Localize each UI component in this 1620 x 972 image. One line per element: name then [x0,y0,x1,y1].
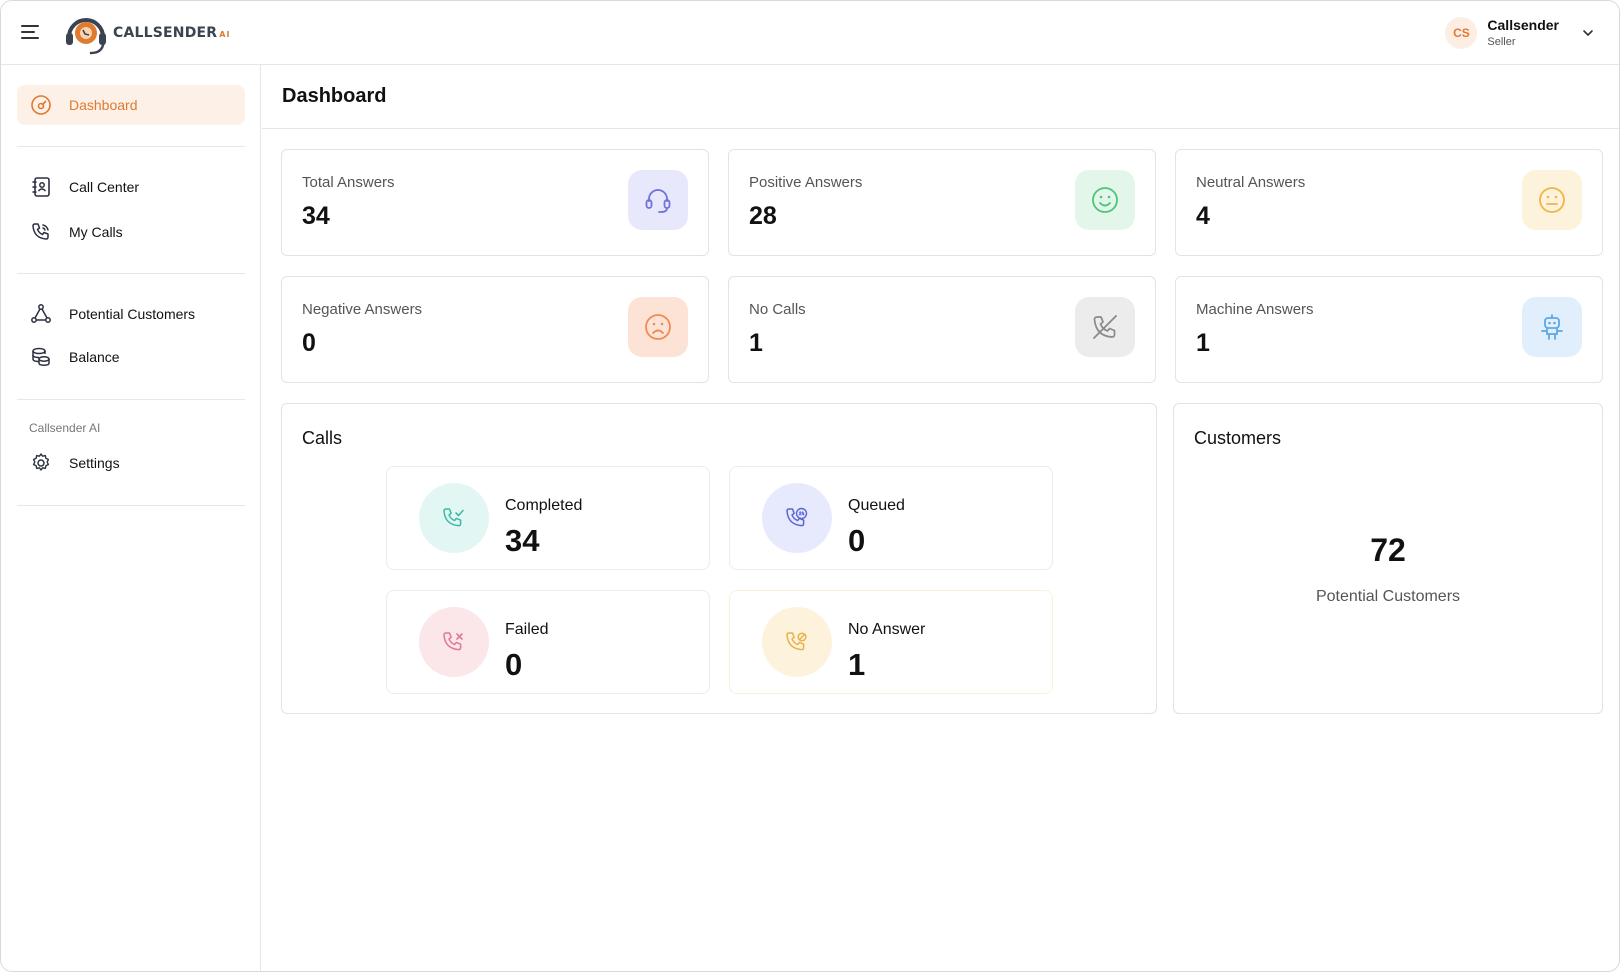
call-value: 1 [848,647,866,682]
stat-value: 4 [1196,202,1210,230]
stat-value: 34 [302,202,330,230]
stat-label: Neutral Answers [1196,174,1306,191]
section-label: Callsender AI [29,421,101,435]
customers-panel: Customers 72 Potential Customers [1173,403,1603,714]
chevron-down-icon[interactable] [1581,26,1595,40]
call-label: No Answer [848,621,926,638]
user-role: Seller [1487,36,1516,48]
phone-off-icon [1075,297,1135,357]
logo-headset-icon [63,11,109,55]
divider [17,399,245,400]
stat-label: Negative Answers [302,301,423,318]
call-value: 0 [505,647,523,682]
logo-suffix: AI [219,30,231,39]
page-header: Dashboard [262,65,1619,129]
stat-value: 1 [1196,329,1210,357]
sidebar-item-dashboard[interactable]: Dashboard [17,85,245,125]
call-label: Completed [505,497,583,514]
gear-icon [29,451,53,475]
sidebar-item-label: Balance [69,349,120,365]
coins-stack-icon [29,345,53,369]
stat-value: 28 [749,202,777,230]
stat-card-negative-answers: Negative Answers 0 [281,276,709,383]
panel-title: Customers [1194,428,1282,448]
stat-card-total-answers: Total Answers 34 [281,149,709,256]
call-card-failed: Failed 0 [386,590,710,694]
call-card-completed: Completed 34 [386,466,710,570]
stat-label: Total Answers [302,174,395,191]
user-name: Callsender [1487,17,1559,33]
stat-label: Positive Answers [749,174,863,191]
sidebar-item-label: Settings [69,455,120,471]
top-bar: CALLSENDER AI CS Callsender Seller [1,1,1619,65]
phone-check-icon [419,483,489,553]
phone-calling-icon [29,220,53,244]
sidebar-item-label: Dashboard [69,97,138,113]
contacts-book-icon [29,175,53,199]
sidebar-item-label: My Calls [69,224,123,240]
user-meta: Callsender Seller [1487,16,1559,50]
logo-wordmark: CALLSENDER AI [113,25,230,41]
phone-x-icon [419,607,489,677]
call-card-no-answer: No Answer 1 [729,590,1053,694]
divider [17,505,245,506]
stat-label: No Calls [749,301,806,318]
sidebar-item-call-center[interactable]: Call Center [17,167,245,207]
stat-value: 1 [749,329,763,357]
sidebar-item-label: Potential Customers [69,306,196,322]
sidebar-item-my-calls[interactable]: My Calls [17,212,245,252]
avatar[interactable]: CS [1445,17,1478,49]
stat-card-no-calls: No Calls 1 [728,276,1156,383]
sidebar-item-balance[interactable]: Balance [17,337,245,377]
call-value: 34 [505,523,540,558]
sidebar: Dashboard Call Center My Calls Potential… [1,65,261,971]
call-label: Queued [848,497,905,514]
phone-24h-icon [762,483,832,553]
call-card-queued: Queued 0 [729,466,1053,570]
sidebar-item-settings[interactable]: Settings [17,443,245,483]
page-title: Dashboard [282,85,387,107]
calls-panel: Calls Completed 34 Queued 0 Failed 0 [281,403,1157,714]
call-value: 0 [848,523,866,558]
stat-card-neutral-answers: Neutral Answers 4 [1175,149,1603,256]
divider [17,273,245,274]
neutral-face-icon [1522,170,1582,230]
logo-text: CALLSENDER [113,25,218,41]
sidebar-item-potential-customers[interactable]: Potential Customers [17,294,245,334]
network-nodes-icon [29,302,53,326]
robot-icon [1522,297,1582,357]
menu-toggle-icon[interactable] [21,23,41,41]
divider [17,146,245,147]
stat-card-positive-answers: Positive Answers 28 [728,149,1156,256]
stat-card-machine-answers: Machine Answers 1 [1175,276,1603,383]
customers-count: 72 [1370,532,1406,568]
sidebar-item-label: Call Center [69,179,140,195]
phone-block-icon [762,607,832,677]
smile-icon [1075,170,1135,230]
panel-title: Calls [302,428,343,448]
brand-logo[interactable]: CALLSENDER AI [63,11,230,55]
stat-value: 0 [302,329,316,357]
sad-face-icon [628,297,688,357]
call-label: Failed [505,621,549,638]
user-menu[interactable]: CS Callsender Seller [1445,13,1595,53]
customers-label: Potential Customers [1315,588,1461,605]
headset-icon [628,170,688,230]
stat-label: Machine Answers [1196,301,1314,318]
gauge-icon [29,93,53,117]
